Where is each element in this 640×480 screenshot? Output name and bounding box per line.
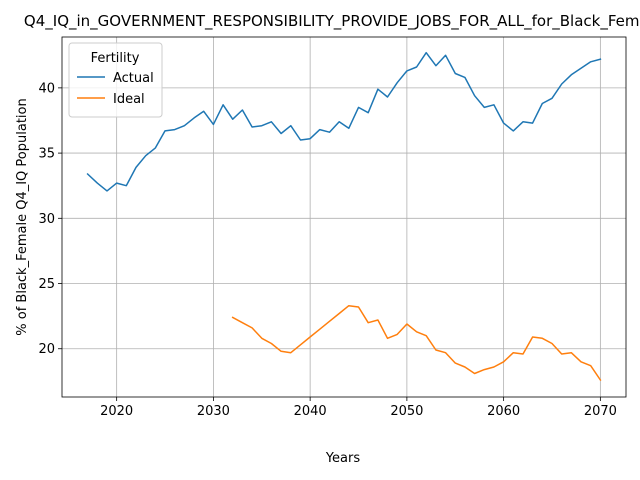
chart-title: Q4_IQ_in_GOVERNMENT_RESPONSIBILITY_PROVI… <box>24 12 640 31</box>
x-tick-label: 2030 <box>197 404 230 419</box>
series-lines <box>86 51 602 382</box>
y-tick-label: 20 <box>38 342 55 357</box>
y-tick-label: 40 <box>38 81 55 96</box>
gridlines <box>62 37 626 397</box>
x-tick-label: 2040 <box>294 404 327 419</box>
series-line-ideal <box>231 304 602 382</box>
x-tick-label: 2050 <box>390 404 423 419</box>
x-tick-label: 2070 <box>584 404 617 419</box>
legend: Fertility Actual Ideal <box>68 42 163 118</box>
legend-label-actual: Actual <box>113 71 154 86</box>
legend-title: Fertility <box>91 51 140 66</box>
series-line-actual <box>86 51 602 192</box>
y-tick-label: 25 <box>38 277 55 292</box>
axis-ticks: 2020 2030 2040 2050 2060 2070 20 25 30 35 40 <box>38 81 616 419</box>
plot-area-frame <box>61 36 627 398</box>
y-tick-label: 30 <box>38 212 55 227</box>
x-tick-label: 2060 <box>487 404 520 419</box>
x-tick-label: 2020 <box>100 404 133 419</box>
legend-label-ideal: Ideal <box>113 92 145 107</box>
y-axis-title: % of Black_Female Q4_IQ Population <box>15 98 30 335</box>
y-tick-label: 35 <box>38 147 55 162</box>
x-axis-title: Years <box>325 451 361 466</box>
